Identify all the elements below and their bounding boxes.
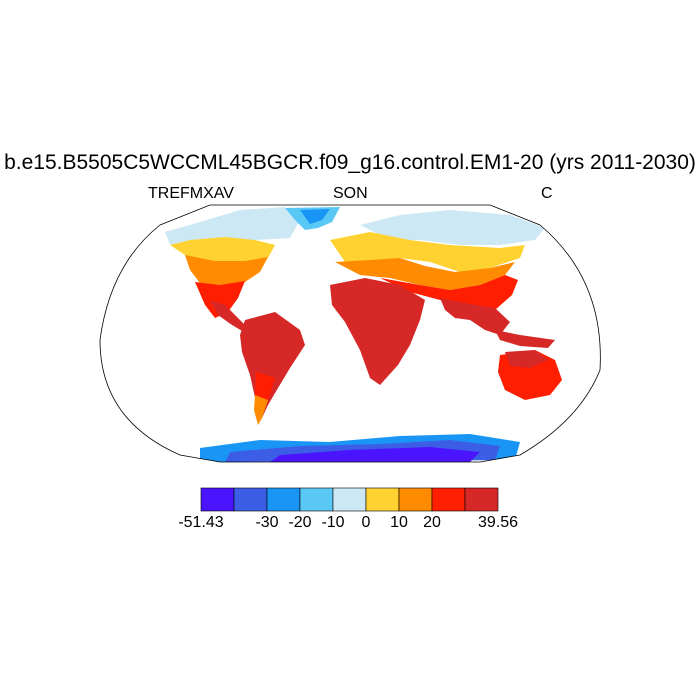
colorbar-box (398, 487, 433, 512)
variable-label: TREFMXAV (148, 185, 234, 202)
colorbar-box (266, 487, 301, 512)
greenland-interior (300, 209, 330, 224)
units-label: C (541, 185, 553, 202)
colorbar-tick-label: -30 (255, 514, 279, 531)
north-america-boreal (165, 207, 300, 245)
globe-outline (99, 204, 601, 463)
antarctica-interior (270, 447, 480, 462)
colorbar-box (299, 487, 334, 512)
colorbar-box (464, 487, 499, 512)
south-asia (440, 298, 510, 335)
colorbar-box (200, 487, 235, 512)
season-label: SON (333, 185, 368, 202)
colorbar-tick-label: 39.56 (477, 514, 519, 531)
colorbar-tick-label: -51.43 (178, 514, 224, 531)
central-america (210, 300, 248, 332)
north-america-cool (170, 237, 275, 262)
patagonia (254, 395, 268, 425)
land-fill (165, 207, 562, 462)
south-america (240, 312, 305, 418)
north-america-mid (185, 255, 268, 285)
colorbar-box (233, 487, 268, 512)
colorbar (200, 487, 499, 512)
colorbar-box (332, 487, 367, 512)
europe-cool (330, 232, 525, 272)
colorbar-tick-label: 10 (390, 514, 408, 531)
europe-mid (335, 258, 515, 290)
colorbar-tick-label: 20 (423, 514, 441, 531)
africa (330, 278, 425, 385)
australia-north (505, 350, 548, 368)
colorbar-box (431, 487, 466, 512)
plot-title: b.e15.B5505C5WCCML45BGCR.f09_g16.control… (4, 151, 696, 174)
maritime-se-asia (495, 330, 555, 348)
asia-warm (380, 275, 518, 310)
colorbar-tick-label: -20 (288, 514, 312, 531)
colorbar-tick-label: -10 (321, 514, 345, 531)
siberia (360, 210, 545, 245)
colorbar-tick-label: 0 (361, 514, 371, 531)
north-america-warm (195, 281, 245, 318)
colorbar-box (365, 487, 400, 512)
